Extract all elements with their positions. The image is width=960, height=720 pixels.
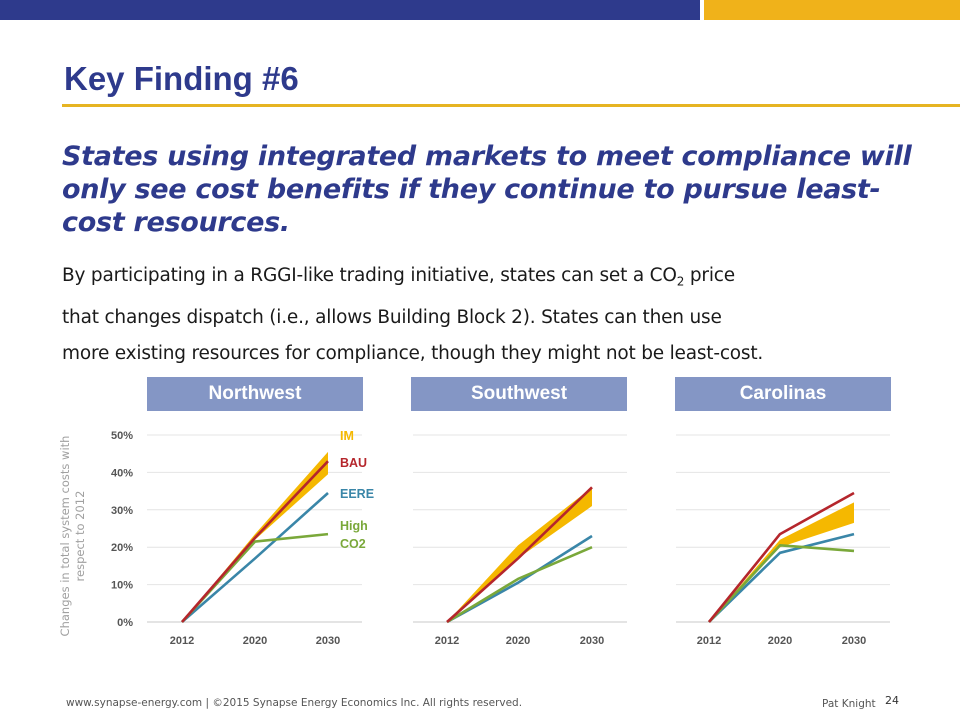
body-line-3: more existing resources for compliance, … bbox=[62, 342, 764, 364]
chart-carolinas: 2012 2020 2030 bbox=[676, 434, 890, 647]
body-line-1a: By participating in a RGGI-like trading … bbox=[62, 265, 677, 286]
panel-header-northwest: Northwest bbox=[147, 377, 363, 411]
y-tick-label: 10% bbox=[111, 580, 133, 592]
panel-header-southwest: Southwest bbox=[411, 377, 627, 411]
legend-eere: EERE bbox=[340, 487, 374, 501]
body-line-2: that changes dispatch (i.e., allows Buil… bbox=[62, 306, 722, 328]
legend-bau: BAU bbox=[340, 456, 367, 470]
y-tick-label: 20% bbox=[111, 542, 133, 554]
top-accent-bar-blue bbox=[0, 0, 700, 20]
y-tick-label: 40% bbox=[111, 467, 133, 479]
series-line-high-co2 bbox=[446, 546, 593, 624]
x-tick-label: 2020 bbox=[768, 635, 792, 647]
body-line-1b: price bbox=[684, 265, 735, 286]
body-paragraph: By participating in a RGGI-like trading … bbox=[62, 258, 932, 372]
series-line-bau bbox=[707, 491, 855, 623]
x-tick-label: 2012 bbox=[170, 635, 194, 647]
legend-high-co2-line2: CO2 bbox=[340, 537, 366, 551]
y-axis-label: Changes in total system costs with respe… bbox=[58, 435, 87, 637]
series-line-eere bbox=[708, 532, 855, 623]
key-finding-headline: States using integrated markets to meet … bbox=[62, 141, 912, 238]
legend-im: IM bbox=[340, 429, 354, 443]
x-tick-label: 2030 bbox=[316, 635, 340, 647]
series-line-eere bbox=[181, 492, 329, 623]
x-tick-label: 2020 bbox=[243, 635, 267, 647]
series-line-bau bbox=[446, 486, 593, 623]
y-tick-label: 30% bbox=[111, 505, 133, 517]
x-tick-label: 2020 bbox=[506, 635, 530, 647]
band-im bbox=[709, 502, 854, 622]
y-tick-label: 50% bbox=[111, 430, 133, 442]
panel-header-carolinas: Carolinas bbox=[675, 377, 891, 411]
x-tick-label: 2012 bbox=[697, 635, 721, 647]
chart-northwest: 0% 10% 20% 30% 40% 50% 2012 2020 2030 IM BAU EERE Hi… bbox=[111, 429, 374, 647]
footer-source: www.synapse-energy.com | ©2015 Synapse E… bbox=[66, 697, 523, 709]
x-tick-label: 2030 bbox=[842, 635, 866, 647]
legend-high-co2-line1: High bbox=[340, 519, 368, 533]
chart-southwest: 2012 2020 2030 bbox=[413, 434, 627, 647]
series-line-high-co2 bbox=[708, 544, 855, 623]
x-tick-label: 2030 bbox=[580, 635, 604, 647]
top-accent-bar-gold bbox=[704, 0, 960, 20]
footer-author: Pat Knight bbox=[822, 698, 876, 710]
title-underline bbox=[62, 104, 960, 107]
y-tick-label: 0% bbox=[117, 617, 133, 629]
co2-subscript: 2 bbox=[676, 274, 685, 289]
page-number: 24 bbox=[885, 694, 899, 707]
slide-title: Key Finding #6 bbox=[64, 60, 299, 97]
series-line-bau bbox=[181, 460, 329, 623]
x-tick-label: 2012 bbox=[435, 635, 459, 647]
